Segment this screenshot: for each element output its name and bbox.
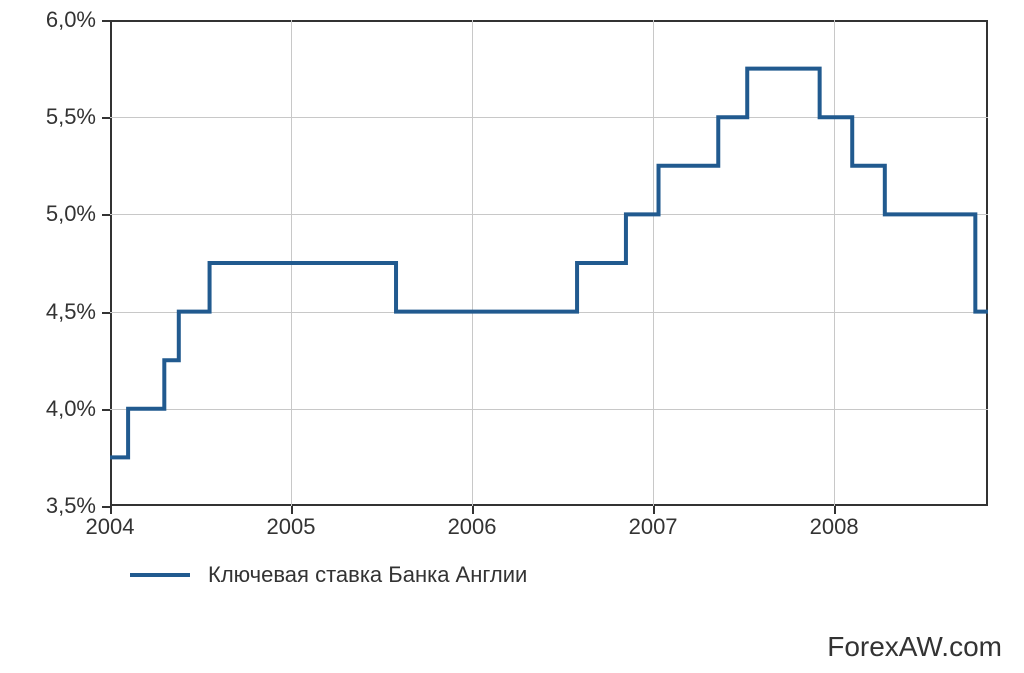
watermark: ForexAW.com: [827, 631, 1002, 663]
legend-swatch: [130, 573, 190, 577]
legend: Ключевая ставка Банка Англии: [130, 562, 527, 588]
rate-step-line: [110, 69, 988, 458]
legend-label: Ключевая ставка Банка Англии: [208, 562, 527, 588]
